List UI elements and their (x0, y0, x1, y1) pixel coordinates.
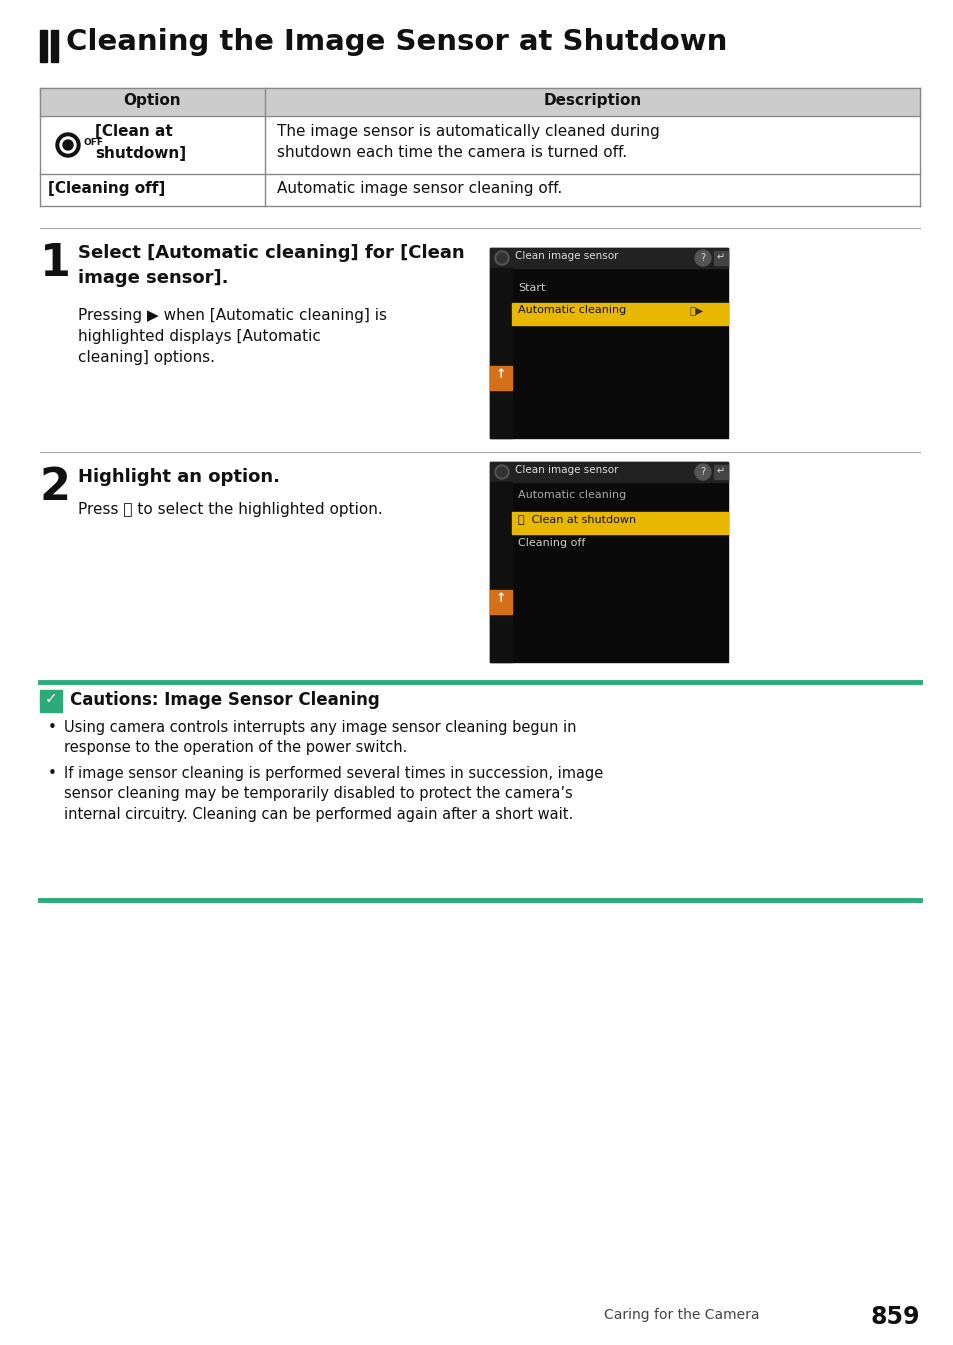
Text: •: • (48, 767, 57, 781)
Circle shape (497, 467, 506, 477)
Circle shape (63, 140, 73, 151)
Circle shape (497, 253, 506, 264)
Circle shape (695, 464, 710, 480)
Bar (490, 590, 512, 615)
Text: Caring for the Camera: Caring for the Camera (604, 1307, 760, 1322)
Text: Clean image sensor: Clean image sensor (515, 465, 618, 475)
Bar (490, 482, 512, 662)
Text: Cleaning off: Cleaning off (517, 538, 585, 547)
Text: Highlight an option.: Highlight an option. (78, 468, 280, 486)
Text: OFF: OFF (84, 139, 104, 147)
Bar (490, 268, 512, 438)
Circle shape (56, 133, 80, 157)
Text: Using camera controls interrupts any image sensor cleaning begun in
response to : Using camera controls interrupts any ima… (64, 720, 576, 756)
Text: ↵: ↵ (717, 465, 724, 476)
Text: •: • (48, 720, 57, 734)
Text: Automatic cleaning: Automatic cleaning (517, 490, 625, 500)
Text: The image sensor is automatically cleaned during
shutdown each time the camera i: The image sensor is automatically cleane… (276, 124, 659, 160)
Bar (512, 512, 727, 534)
Text: ?: ? (700, 253, 705, 264)
Text: 2: 2 (40, 465, 71, 508)
Bar (490, 461, 727, 662)
Bar (490, 247, 727, 438)
Bar (40, 30, 47, 62)
Text: Automatic image sensor cleaning off.: Automatic image sensor cleaning off. (276, 182, 561, 196)
Text: ⒪  Clean at shutdown: ⒪ Clean at shutdown (517, 514, 636, 525)
Circle shape (495, 465, 509, 479)
Text: Description: Description (543, 93, 641, 108)
Text: Select [Automatic cleaning] for [Clean
image sensor].: Select [Automatic cleaning] for [Clean i… (78, 243, 464, 286)
Bar (713, 465, 727, 479)
Bar (40, 174, 919, 206)
Text: ↵: ↵ (717, 252, 724, 262)
Bar (490, 366, 512, 390)
Text: Automatic cleaning: Automatic cleaning (517, 305, 625, 315)
Bar (40, 87, 919, 116)
Text: Pressing ▶ when [Automatic cleaning] is
highlighted displays [Automatic
cleaning: Pressing ▶ when [Automatic cleaning] is … (78, 308, 387, 364)
Bar (713, 252, 727, 265)
Text: [Cleaning off]: [Cleaning off] (48, 182, 165, 196)
Text: [Clean at
shutdown]: [Clean at shutdown] (95, 124, 186, 161)
Bar (490, 247, 727, 268)
Bar (40, 690, 62, 712)
Circle shape (60, 137, 76, 153)
Text: Cautions: Image Sensor Cleaning: Cautions: Image Sensor Cleaning (70, 691, 379, 709)
Text: Start: Start (517, 282, 545, 293)
Text: Press ⒪ to select the highlighted option.: Press ⒪ to select the highlighted option… (78, 502, 382, 516)
Text: 859: 859 (869, 1305, 919, 1329)
Bar (40, 116, 919, 174)
Text: 1: 1 (40, 242, 71, 285)
Circle shape (495, 252, 509, 265)
Text: Cleaning the Image Sensor at Shutdown: Cleaning the Image Sensor at Shutdown (66, 28, 726, 56)
Text: Clean image sensor: Clean image sensor (515, 252, 618, 261)
Bar (490, 461, 727, 482)
Text: Option: Option (124, 93, 181, 108)
Circle shape (695, 250, 710, 266)
Text: ?: ? (700, 467, 705, 477)
Bar (512, 303, 727, 325)
Text: ⒪▶: ⒪▶ (689, 305, 703, 315)
Text: ✓: ✓ (45, 691, 57, 706)
Text: ↑: ↑ (496, 369, 506, 381)
Text: ↑: ↑ (496, 592, 506, 605)
Bar (51, 30, 58, 62)
Text: If image sensor cleaning is performed several times in succession, image
sensor : If image sensor cleaning is performed se… (64, 767, 602, 822)
